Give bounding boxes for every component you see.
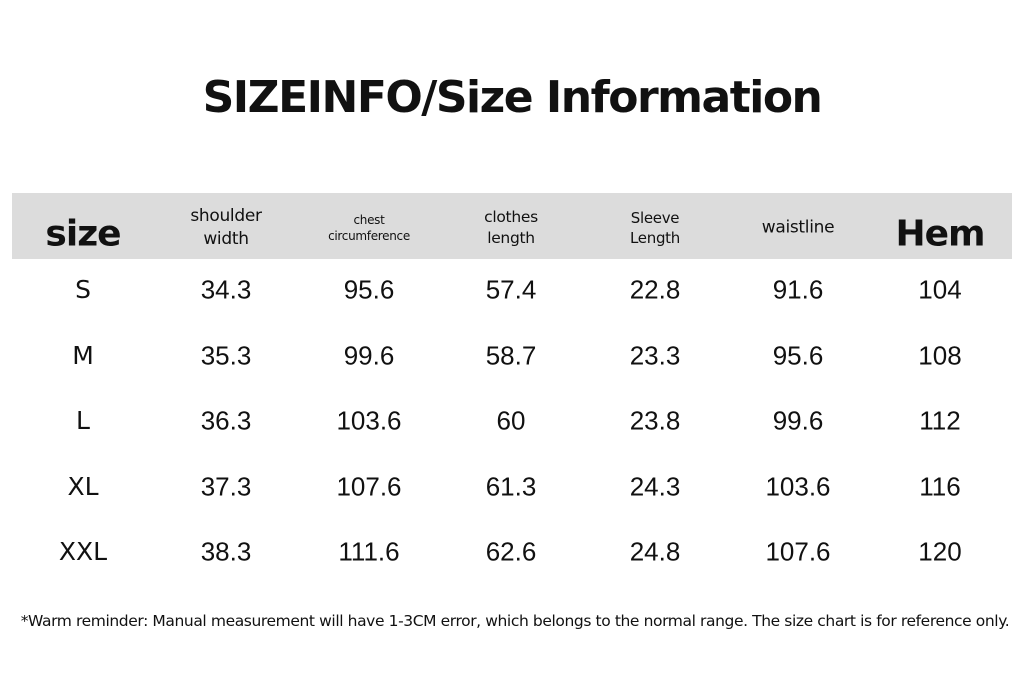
title: SIZEINFO/Size Information bbox=[202, 72, 823, 123]
measurement: 35.3 bbox=[200, 340, 252, 371]
header-cell: size bbox=[13, 211, 153, 260]
measurement: 107.6 bbox=[336, 471, 402, 502]
measurement: 23.8 bbox=[629, 405, 681, 436]
measurement: 103.6 bbox=[336, 405, 402, 436]
measurement: 99.6 bbox=[343, 340, 395, 371]
measurement: 104 bbox=[918, 274, 962, 305]
measurement: 58.7 bbox=[485, 340, 537, 371]
size-label: XXL bbox=[58, 537, 108, 567]
measurement: 61.3 bbox=[485, 471, 537, 502]
header-cell: waistline bbox=[728, 217, 868, 240]
measurement: 34.3 bbox=[200, 274, 252, 305]
measurement: 22.8 bbox=[629, 274, 681, 305]
header-line: width bbox=[203, 229, 249, 249]
measurement: 112 bbox=[919, 405, 961, 436]
header-line: length bbox=[487, 229, 535, 247]
measurement: 95.6 bbox=[343, 274, 395, 305]
header-line: Length bbox=[630, 229, 680, 247]
header-cell: Hem bbox=[870, 211, 1010, 260]
measurement: 95.6 bbox=[772, 340, 824, 371]
size-label: S bbox=[75, 275, 91, 305]
measurement: 24.8 bbox=[629, 536, 681, 567]
measurement: 116 bbox=[919, 471, 961, 502]
measurement: 60 bbox=[496, 405, 526, 436]
header-line: chest bbox=[353, 212, 385, 227]
measurement: 99.6 bbox=[772, 405, 824, 436]
size-label: M bbox=[72, 341, 94, 371]
header-line: clothes bbox=[484, 208, 538, 227]
header-line: size bbox=[45, 213, 121, 255]
measurement: 57.4 bbox=[485, 274, 537, 305]
header-line: Sleeve bbox=[630, 208, 680, 227]
header-band bbox=[12, 193, 1012, 259]
measurement: 36.3 bbox=[200, 405, 252, 436]
measurement: 111.6 bbox=[338, 536, 400, 567]
header-cell: chest circumference bbox=[299, 212, 439, 244]
header-line: circumference bbox=[328, 229, 410, 243]
header-cell: shoulder width bbox=[156, 205, 296, 251]
measurement: 91.6 bbox=[772, 274, 824, 305]
measurement: 108 bbox=[918, 340, 962, 371]
measurement: 38.3 bbox=[200, 536, 252, 567]
measurement: 107.6 bbox=[765, 536, 831, 567]
header-line: waistline bbox=[761, 217, 835, 238]
header-line: shoulder bbox=[190, 206, 262, 227]
measurement: 120 bbox=[918, 536, 962, 567]
header-cell: clothes length bbox=[441, 207, 581, 249]
size-label: XL bbox=[67, 472, 99, 502]
header-cell: Sleeve Length bbox=[585, 208, 725, 249]
footnote: *Warm reminder: Manual measurement will … bbox=[20, 612, 1010, 630]
measurement: 24.3 bbox=[629, 471, 681, 502]
measurement: 37.3 bbox=[200, 471, 252, 502]
measurement: 62.6 bbox=[485, 536, 537, 567]
measurement: 103.6 bbox=[765, 471, 831, 502]
measurement: 23.3 bbox=[629, 340, 681, 371]
header-line: Hem bbox=[895, 213, 985, 255]
size-label: L bbox=[76, 406, 90, 436]
